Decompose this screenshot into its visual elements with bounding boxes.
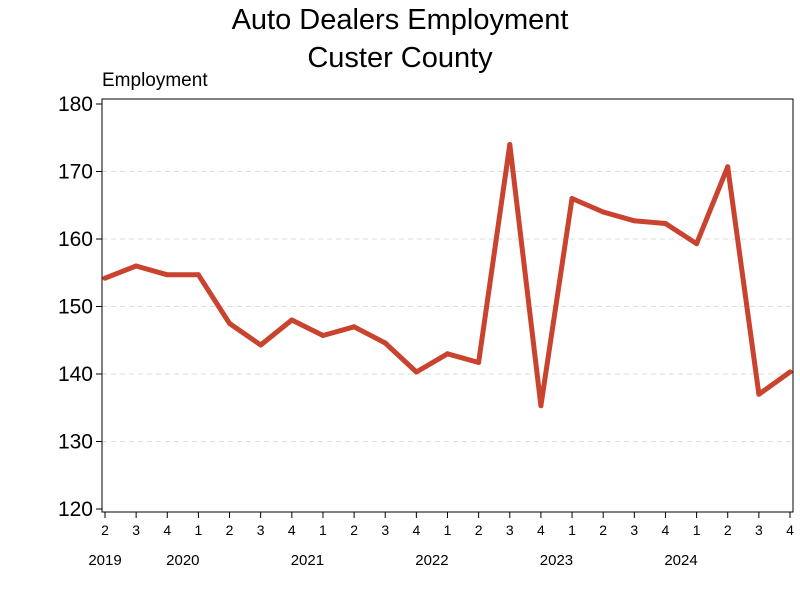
data-point bbox=[694, 241, 700, 247]
x-tick-label: 3 bbox=[381, 522, 389, 538]
x-tick-label: 4 bbox=[163, 522, 171, 538]
x-tick-label: 4 bbox=[537, 522, 545, 538]
plot-frame bbox=[101, 98, 794, 513]
x-year-label: 2021 bbox=[291, 552, 324, 569]
data-point bbox=[320, 333, 326, 339]
x-tick-label: 2 bbox=[724, 522, 732, 538]
chart-title-line-2: Custer County bbox=[307, 42, 493, 74]
x-tick-label: 4 bbox=[662, 522, 670, 538]
series-line bbox=[102, 142, 793, 409]
x-axis-years: 2019 2020 2021 2022 2023 2024 bbox=[88, 552, 697, 569]
data-point bbox=[164, 272, 170, 278]
x-tick-label: 4 bbox=[288, 522, 296, 538]
series-layer bbox=[102, 142, 793, 409]
data-point bbox=[102, 275, 108, 281]
x-tick-label: 1 bbox=[444, 522, 452, 538]
data-point bbox=[787, 369, 793, 375]
x-tick-label: 2 bbox=[475, 522, 483, 538]
y-tick-label: 170 bbox=[58, 161, 93, 184]
x-tick-label: 2 bbox=[226, 522, 234, 538]
x-tick-label: 2 bbox=[101, 522, 109, 538]
data-point bbox=[227, 320, 233, 326]
x-tick-label: 1 bbox=[319, 522, 327, 538]
x-year-label: 2022 bbox=[415, 552, 448, 569]
data-point bbox=[413, 369, 419, 375]
y-tick-label: 150 bbox=[58, 296, 93, 319]
x-tick-label: 3 bbox=[506, 522, 514, 538]
x-tick-label: 3 bbox=[132, 522, 140, 538]
y-tick-label: 120 bbox=[58, 498, 93, 521]
data-point bbox=[289, 317, 295, 323]
x-tick-label: 3 bbox=[755, 522, 763, 538]
data-point bbox=[195, 272, 201, 278]
x-tick-label: 4 bbox=[786, 522, 794, 538]
x-year-label: 2024 bbox=[664, 552, 697, 569]
data-point bbox=[538, 403, 544, 409]
x-tick-label: 1 bbox=[195, 522, 203, 538]
data-point bbox=[445, 351, 450, 357]
data-point bbox=[631, 218, 637, 224]
x-year-label: 2023 bbox=[540, 552, 573, 569]
x-tick-label: 4 bbox=[412, 522, 420, 538]
y-axis-ticks: 120 130 140 150 160 170 180 bbox=[58, 93, 102, 521]
x-axis-ticks: 2 3 4 1 2 3 4 1 2 3 4 1 2 3 4 1 2 3 4 1 2 3 4 bbox=[101, 512, 794, 538]
y-tick-label: 140 bbox=[58, 363, 93, 386]
x-tick-label: 3 bbox=[630, 522, 638, 538]
x-tick-label: 1 bbox=[568, 522, 576, 538]
x-year-label: 2019 bbox=[88, 552, 121, 569]
y-tick-label: 130 bbox=[58, 431, 93, 454]
x-year-label: 2020 bbox=[166, 552, 199, 569]
y-axis-label: Employment bbox=[102, 70, 208, 91]
data-point bbox=[569, 196, 575, 201]
data-point bbox=[600, 209, 606, 215]
data-point bbox=[476, 360, 482, 366]
data-point bbox=[725, 164, 731, 170]
data-point bbox=[351, 324, 357, 330]
y-tick-label: 180 bbox=[58, 93, 93, 116]
x-tick-label: 2 bbox=[350, 522, 358, 538]
y-tick-label: 160 bbox=[58, 228, 93, 251]
data-point bbox=[382, 340, 388, 346]
data-point bbox=[258, 342, 264, 348]
data-point bbox=[133, 263, 139, 269]
data-point bbox=[662, 220, 668, 226]
data-point bbox=[507, 142, 513, 147]
chart-title-line-1: Auto Dealers Employment bbox=[232, 4, 569, 36]
data-point bbox=[756, 391, 762, 397]
x-tick-label: 1 bbox=[693, 522, 701, 538]
grid-lines bbox=[102, 171, 793, 442]
x-tick-label: 3 bbox=[257, 522, 265, 538]
x-tick-label: 2 bbox=[599, 522, 607, 538]
